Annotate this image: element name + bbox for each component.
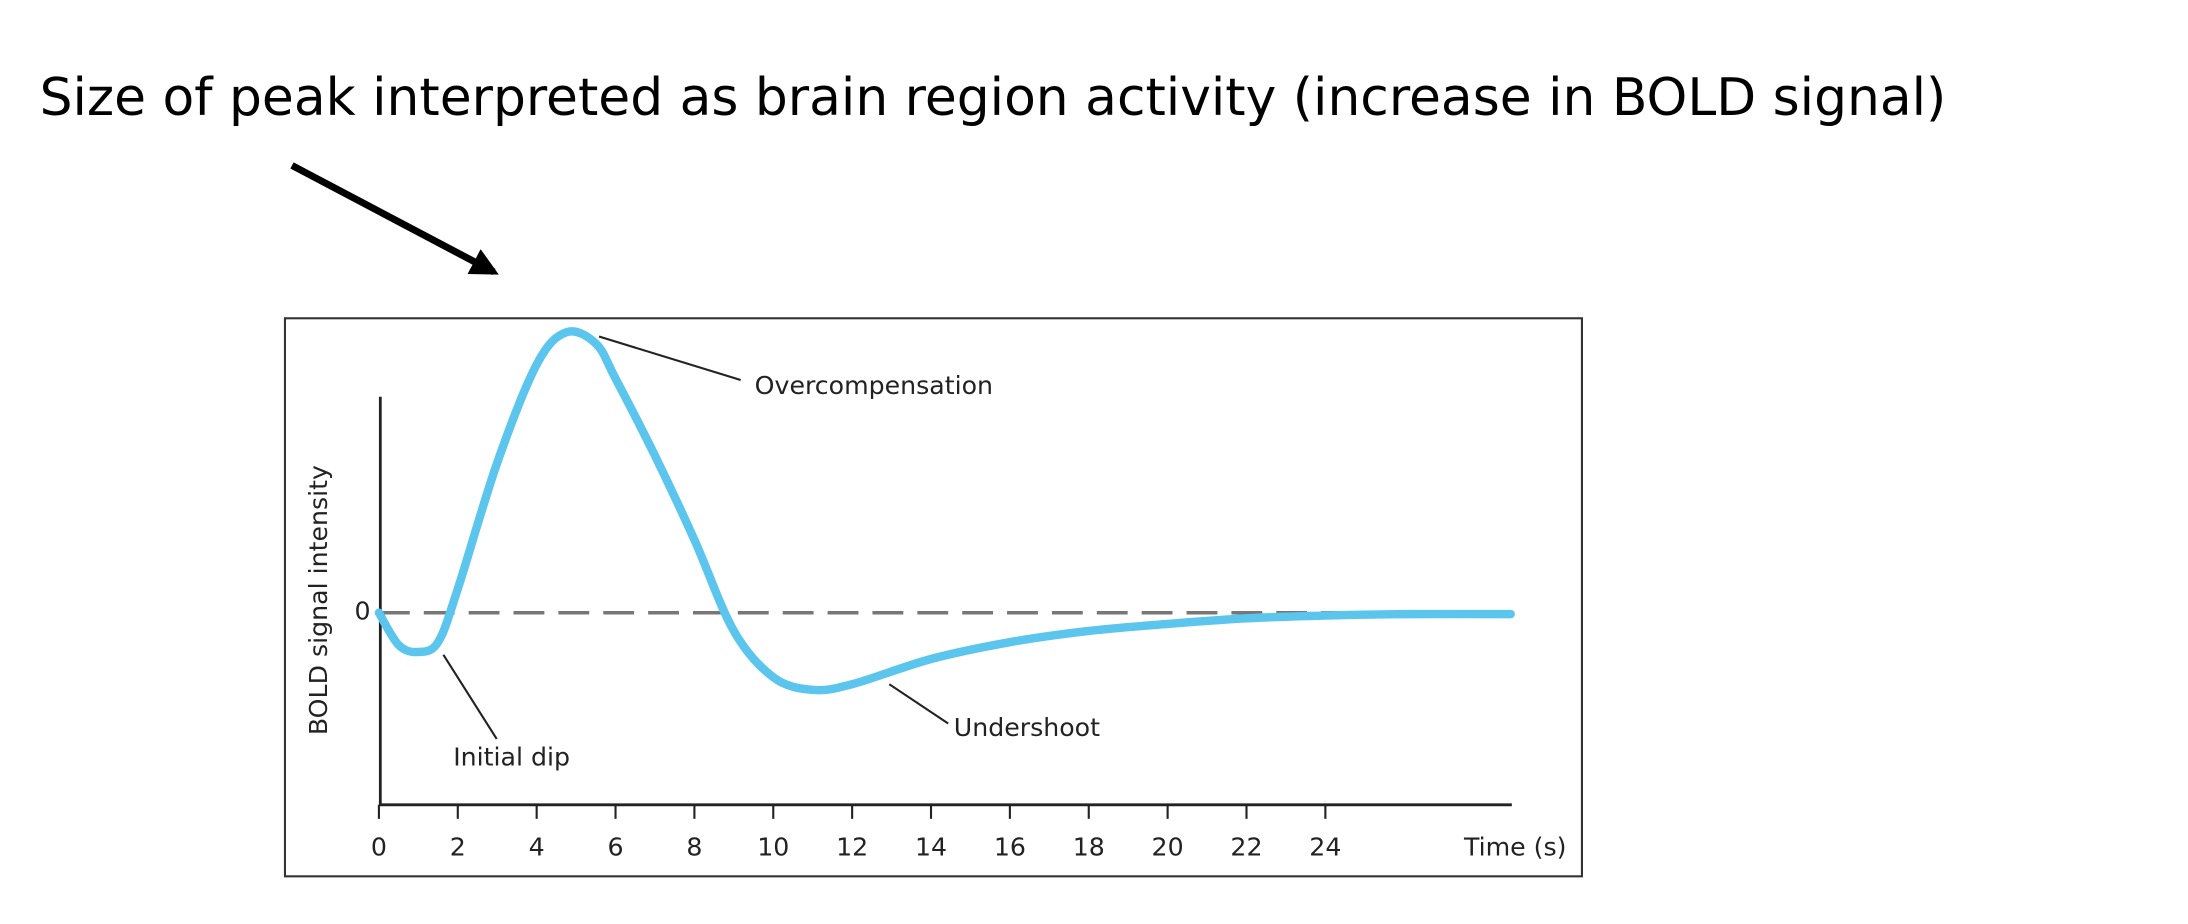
x-tick-label: 18 <box>1073 832 1105 861</box>
slide-title: Size of peak interpreted as brain region… <box>40 68 1947 128</box>
x-tick-label: 2 <box>450 832 466 861</box>
x-tick-label: 22 <box>1230 832 1262 861</box>
x-tick-label: 20 <box>1152 832 1184 861</box>
x-tick-label: 4 <box>529 832 545 861</box>
signal-line <box>374 327 1515 695</box>
annotation: Overcompensation <box>755 371 993 400</box>
x-axis-label: Time (s) <box>1463 832 1567 861</box>
x-tick-label: 12 <box>836 832 868 861</box>
x-tick-label: 0 <box>371 832 387 861</box>
arrow <box>290 162 499 276</box>
x-tick-label: 24 <box>1309 832 1341 861</box>
y-axis-label: BOLD signal intensity <box>304 465 333 735</box>
leader-line <box>888 683 949 725</box>
x-tick-label: 8 <box>686 832 702 861</box>
x-tick-label: 14 <box>915 832 947 861</box>
y-tick-label: 0 <box>354 597 370 626</box>
leader-line <box>598 335 741 381</box>
x-tick-label: 16 <box>994 832 1026 861</box>
chart-frame <box>283 317 1583 878</box>
annotation: Initial dip <box>453 743 570 772</box>
x-tick-label: 10 <box>757 832 789 861</box>
x-tick-label: 6 <box>608 832 624 861</box>
annotation: Undershoot <box>954 713 1100 742</box>
leader-line <box>442 654 498 740</box>
